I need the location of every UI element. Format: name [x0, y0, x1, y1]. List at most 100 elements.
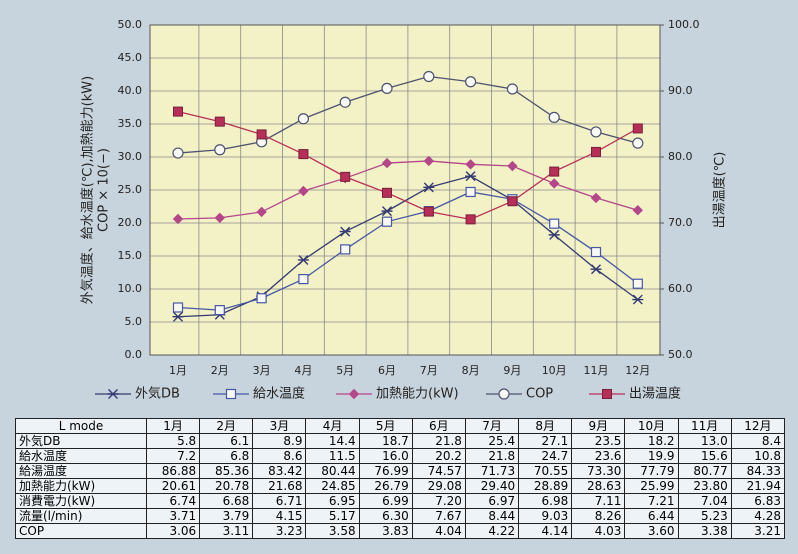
table-cell: 23.6 [571, 448, 626, 464]
y-tick-label: 35.0 [118, 117, 143, 130]
table-cell: 80.44 [305, 463, 360, 479]
y2-tick-label: 70.0 [668, 216, 693, 229]
marker [632, 294, 644, 305]
marker [506, 83, 519, 95]
y-tick-label: 45.0 [118, 51, 143, 64]
table-cell: 7.04 [677, 493, 732, 509]
table-cell: 73.30 [571, 463, 626, 479]
table-row: 給水温度 7.2 6.8 8.6 11.5 16.0 20.2 21.8 24.7 23.6 19.… [15, 448, 786, 464]
table-cell: 86.88 [145, 463, 201, 479]
y-tick-label: 25.0 [118, 183, 143, 196]
y2-tick-label: 80.0 [668, 150, 693, 163]
table-cell: 7.11 [571, 493, 626, 509]
table-cell: 6.30 [358, 508, 413, 524]
table-cell: 6.99 [358, 493, 413, 509]
y2-tick-label: 90.0 [668, 84, 693, 97]
table-cell: 21.94 [730, 478, 786, 494]
table-row: 消費電力(kW) 6.74 6.68 6.71 6.95 6.99 7.20 6.97 6.98… [15, 493, 786, 509]
table-cell: 16.0 [358, 448, 413, 464]
header-cell: 7月 [464, 418, 520, 434]
table-cell: 20.78 [199, 478, 254, 494]
marker [348, 388, 360, 400]
y-tick-label: 10.0 [118, 282, 143, 295]
marker [507, 160, 518, 172]
table-cell: 29.40 [464, 478, 520, 494]
table-cell: 23.80 [677, 478, 732, 494]
table-cell: 13.0 [677, 433, 732, 449]
table-cell: 21.8 [411, 433, 466, 449]
marker [549, 218, 560, 229]
y-tick-label: 50.0 [118, 18, 143, 31]
x-tick-label: 12月 [625, 364, 650, 377]
x-tick-label: 9月 [503, 364, 521, 377]
table-cell: 8.44 [464, 508, 520, 524]
marker [340, 171, 351, 182]
marker [298, 274, 309, 285]
marker [632, 137, 644, 149]
marker [498, 388, 510, 400]
table-cell: 3.83 [358, 523, 413, 539]
table-cell: 6.83 [730, 493, 786, 509]
table-cell: 27.1 [518, 433, 573, 449]
marker [381, 206, 393, 217]
table-cell: 18.2 [624, 433, 679, 449]
table-cell: 3.58 [305, 523, 360, 539]
header-cell: 10月 [624, 418, 679, 434]
marker [548, 178, 560, 189]
header-cell: 5月 [358, 418, 413, 434]
series-line [177, 160, 638, 220]
table-cell: 25.4 [464, 433, 520, 449]
table-cell: 3.06 [145, 523, 201, 539]
table-cell: 25.99 [624, 478, 679, 494]
marker [172, 311, 184, 322]
table-cell: 21.68 [252, 478, 307, 494]
marker [214, 116, 225, 127]
series-line [177, 175, 639, 318]
legend-item: 給水温度 [213, 386, 305, 402]
table-cell: 外気DB [15, 433, 147, 449]
table-cell: 76.99 [358, 463, 413, 479]
table-cell: 23.5 [571, 433, 626, 449]
table-row: 給湯温度 86.88 85.36 83.42 80.44 76.99 74.57 71.73 7… [15, 463, 786, 479]
marker [298, 149, 309, 160]
y2-tick-label: 50.0 [668, 348, 693, 361]
header-cell: L mode [15, 418, 147, 434]
table-cell: 給水温度 [15, 448, 147, 464]
marker [548, 229, 560, 240]
x-tick-label: 4月 [294, 364, 312, 377]
table-cell: 6.97 [464, 493, 520, 509]
y-tick-label: 0.0 [125, 348, 143, 361]
marker [297, 113, 309, 125]
table-cell: 84.33 [730, 463, 786, 479]
table-cell: 3.71 [145, 508, 201, 524]
x-tick-label: 7月 [420, 364, 438, 377]
plot-border [149, 24, 661, 356]
y-axis-label: 外気温度、給水温度(℃),加熱能力(kW) [80, 76, 96, 304]
table-cell: 8.9 [252, 433, 307, 449]
marker [172, 302, 184, 313]
marker [382, 187, 392, 198]
marker [549, 166, 560, 177]
table-cell: 15.6 [677, 448, 732, 464]
table-cell: 3.21 [730, 523, 786, 539]
marker [507, 196, 518, 207]
y-tick-label: 40.0 [118, 84, 143, 97]
legend-item: 出湯温度 [589, 386, 681, 402]
marker [381, 216, 393, 227]
table-cell: 5.8 [145, 433, 201, 449]
table-cell: 3.60 [624, 523, 679, 539]
table-cell: 6.44 [624, 508, 679, 524]
header-cell: 11月 [677, 418, 732, 434]
header-cell: 8月 [518, 418, 573, 434]
table-cell: 6.95 [305, 493, 360, 509]
table-cell: 4.22 [464, 523, 520, 539]
marker [107, 389, 119, 399]
marker [172, 147, 184, 159]
table-cell: COP [15, 523, 147, 539]
header-cell: 1月 [145, 418, 201, 434]
table-cell: 26.79 [358, 478, 413, 494]
table-cell: 8.6 [252, 448, 307, 464]
legend-label: 加熱能力(kW) [376, 387, 459, 402]
marker [590, 246, 602, 258]
